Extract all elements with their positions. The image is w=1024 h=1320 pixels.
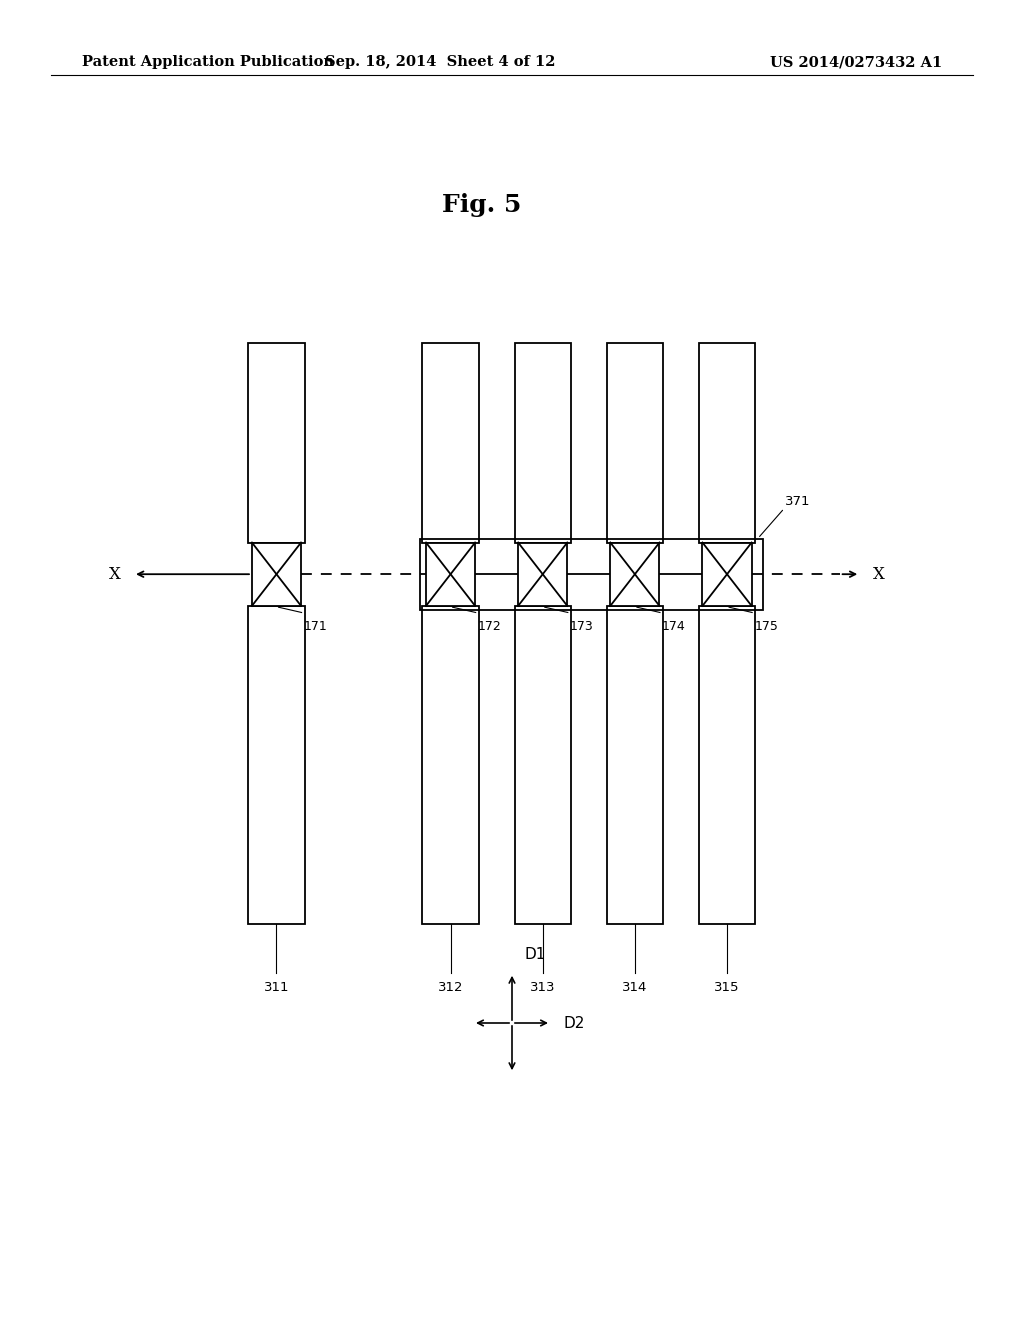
Text: 313: 313 [530,981,555,994]
Text: X: X [872,566,885,582]
Text: 315: 315 [715,981,739,994]
Text: D2: D2 [563,1015,585,1031]
Bar [606,343,664,543]
Bar [422,606,478,924]
Text: 172: 172 [477,620,502,634]
Text: 175: 175 [754,620,778,634]
Text: Fig. 5: Fig. 5 [441,193,521,216]
Bar [610,543,659,606]
Text: X: X [109,566,121,582]
Bar [426,543,475,606]
Text: US 2014/0273432 A1: US 2014/0273432 A1 [770,55,942,69]
Text: Sep. 18, 2014  Sheet 4 of 12: Sep. 18, 2014 Sheet 4 of 12 [325,55,556,69]
Bar [698,343,756,543]
Text: 173: 173 [569,620,594,634]
Text: D1: D1 [524,948,546,962]
Text: 171: 171 [304,620,328,634]
Bar [252,543,301,606]
Bar [249,606,305,924]
Bar [420,539,763,610]
Bar [515,606,571,924]
Bar [702,543,752,606]
Bar [422,343,478,543]
Text: 174: 174 [662,620,686,634]
Bar [518,543,567,606]
Text: 312: 312 [438,981,463,994]
Bar [698,606,756,924]
Text: 314: 314 [623,981,647,994]
Bar [606,606,664,924]
Text: 311: 311 [264,981,289,994]
Bar [515,343,571,543]
Bar [249,343,305,543]
Text: 371: 371 [785,495,811,508]
Text: Patent Application Publication: Patent Application Publication [82,55,334,69]
